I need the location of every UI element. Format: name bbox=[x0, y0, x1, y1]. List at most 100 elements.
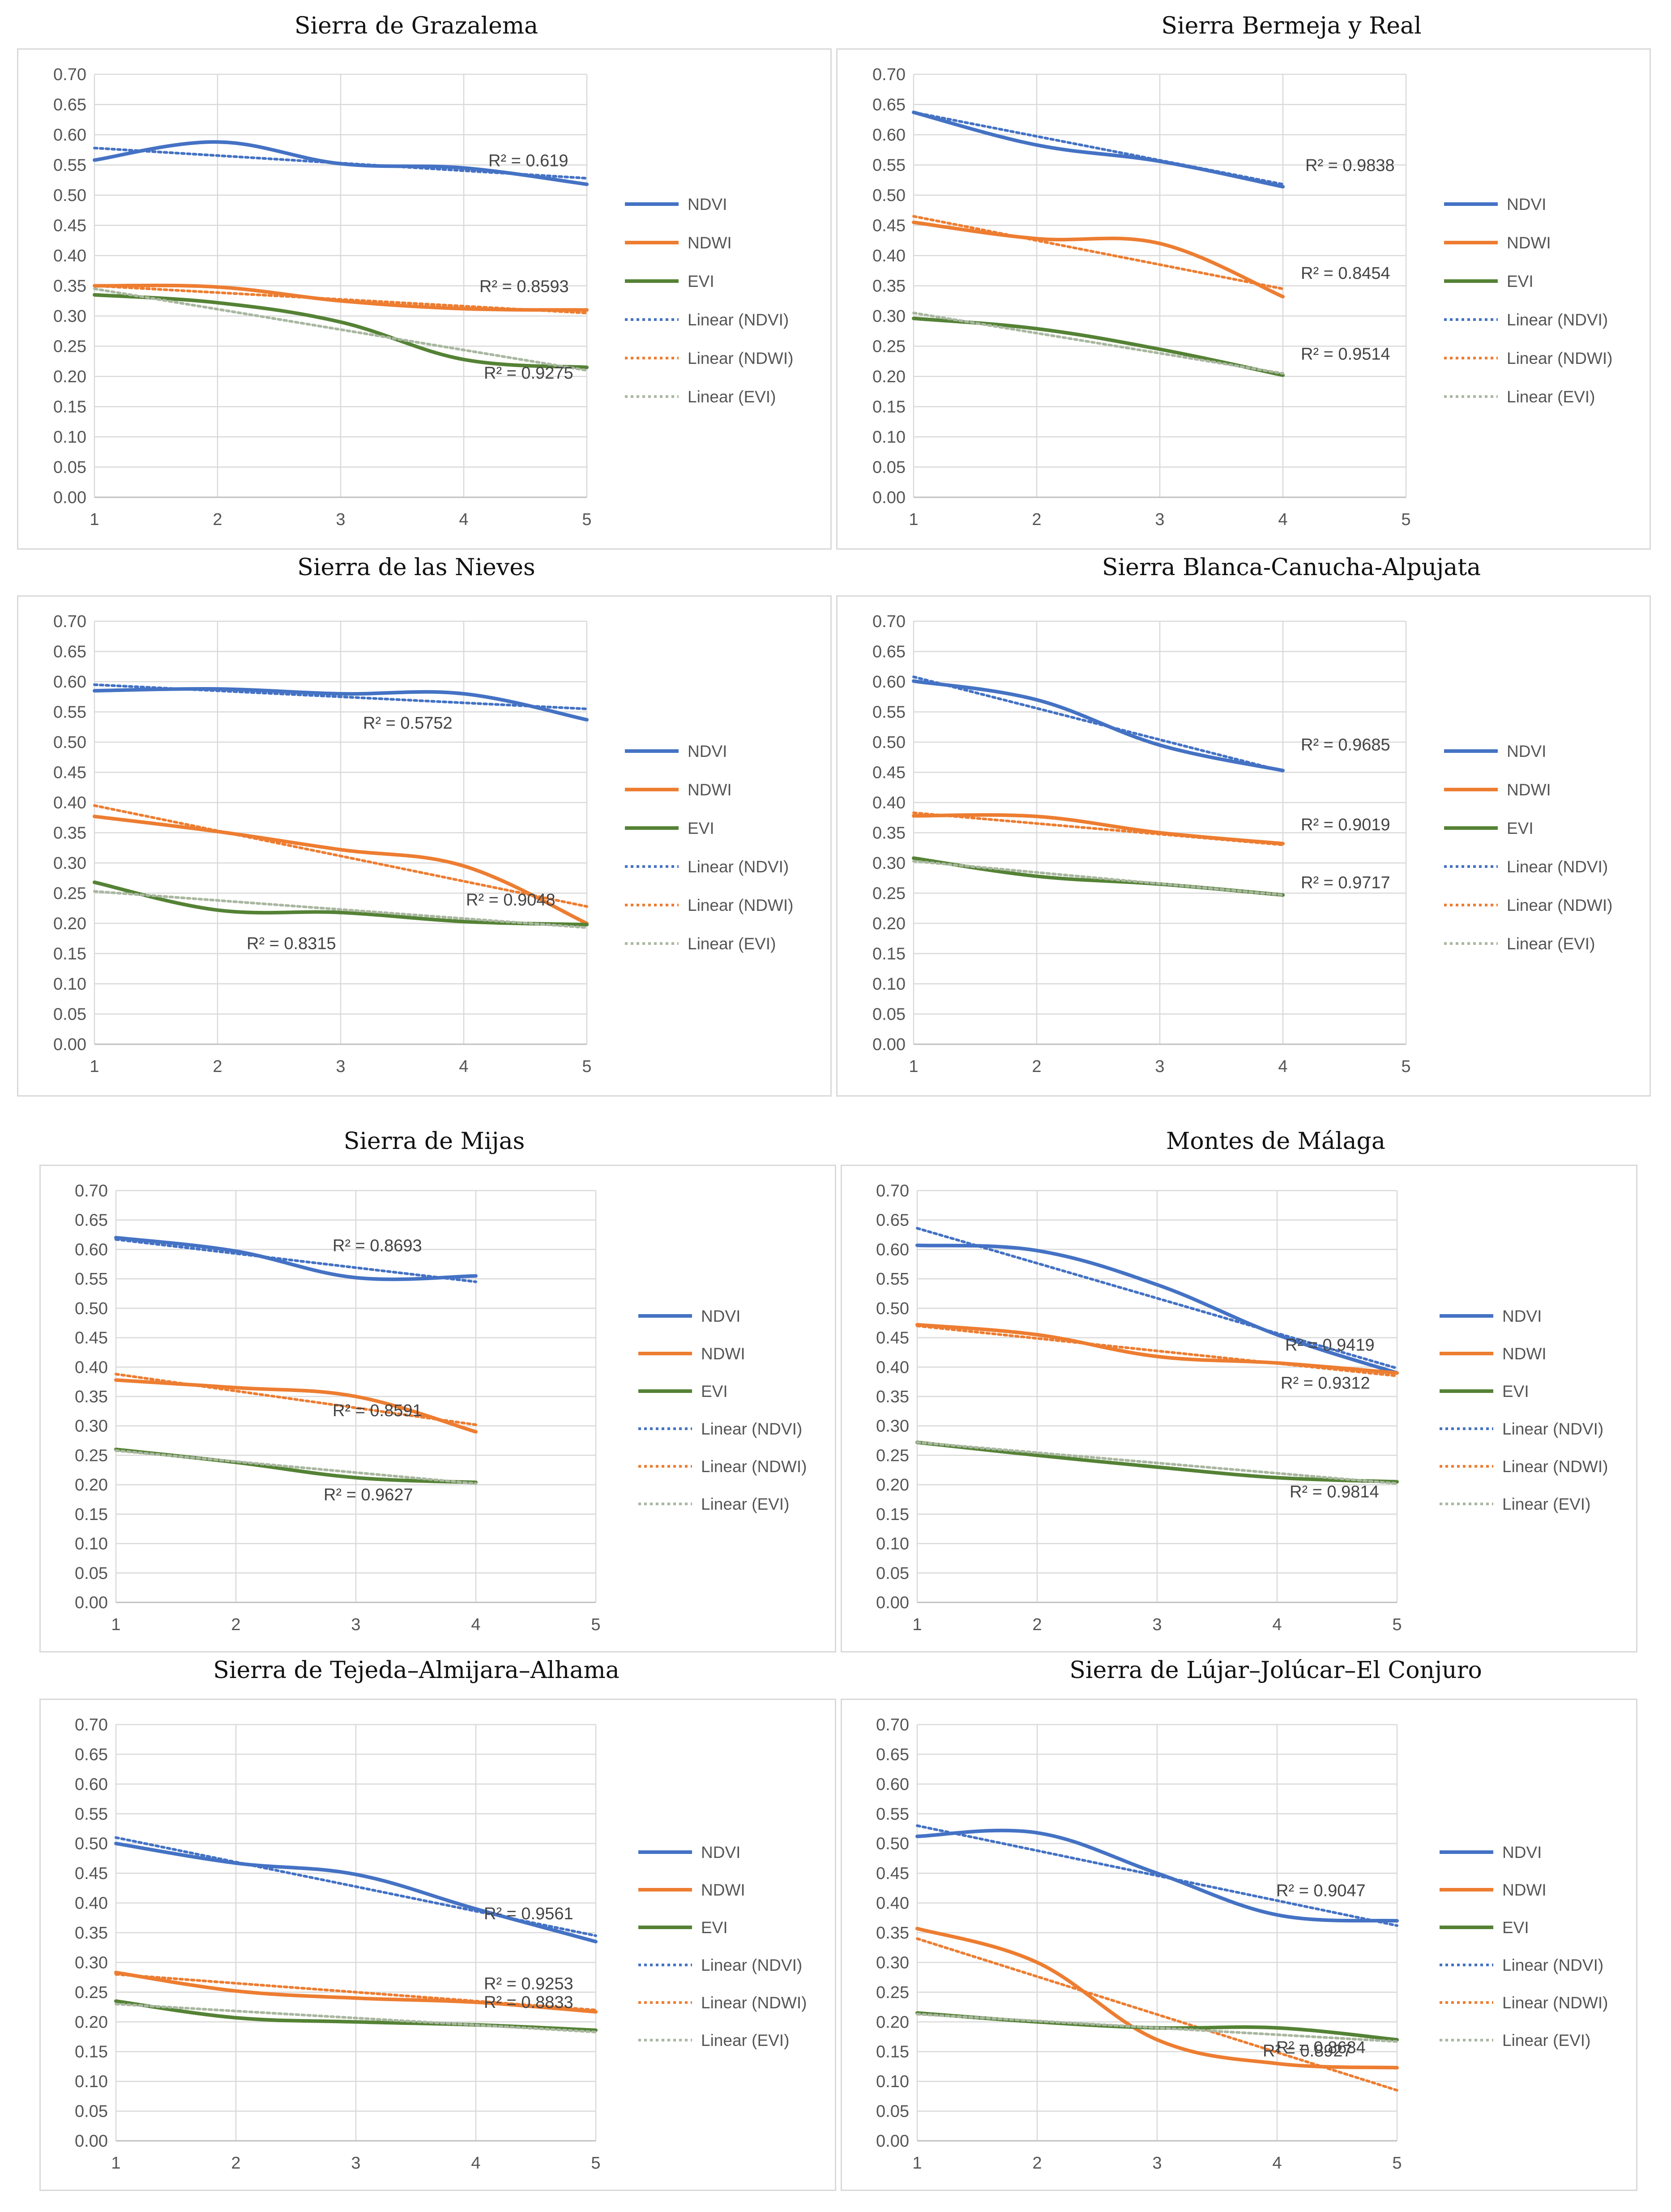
y-tick-label: 0.10 bbox=[872, 428, 906, 447]
legend-label: EVI bbox=[688, 272, 714, 290]
y-tick-label: 0.55 bbox=[75, 1270, 108, 1289]
y-tick-label: 0.05 bbox=[872, 458, 906, 477]
x-tick-label: 5 bbox=[1401, 510, 1410, 529]
trendline-ndwi bbox=[93, 284, 588, 315]
series-line-ndvi bbox=[915, 1828, 1399, 1923]
x-tick-label: 5 bbox=[1392, 1615, 1402, 1634]
y-tick-label: 0.40 bbox=[53, 247, 86, 265]
chart-svg: 0.70 0.65 0.60 0.55 0.50 0.45 0.40 0.35 0.30 0.25… bbox=[876, 1182, 1608, 1634]
y-tick-label: 0.15 bbox=[75, 2043, 108, 2062]
legend-label: Linear (NDWI) bbox=[1502, 1994, 1608, 2012]
series-line-ndwi bbox=[114, 1378, 478, 1434]
y-tick-label: 0.60 bbox=[53, 673, 86, 692]
legend-label: Linear (EVI) bbox=[1502, 1495, 1590, 1513]
y-tick-label: 0.65 bbox=[876, 1745, 909, 1764]
y-tick-label: 0.65 bbox=[75, 1745, 108, 1764]
r-squared-label-ndwi: R² = 0.8591 bbox=[333, 1401, 422, 1420]
y-tick-label: 0.40 bbox=[872, 247, 906, 265]
legend-label: Linear (NDVI) bbox=[1502, 1420, 1603, 1438]
y-tick-label: 0.45 bbox=[53, 764, 86, 782]
trendline-evi bbox=[93, 287, 588, 372]
chart-svg: 0.70 0.65 0.60 0.55 0.50 0.45 0.40 0.35 0.30 0.25… bbox=[53, 612, 793, 1076]
trendline-ndwi bbox=[93, 804, 588, 908]
legend-label: Linear (NDWI) bbox=[688, 896, 793, 914]
y-tick-label: 0.50 bbox=[876, 1299, 909, 1318]
series-line-ndwi bbox=[915, 1323, 1399, 1375]
x-tick-label: 3 bbox=[336, 1057, 345, 1076]
y-tick-label: 0.40 bbox=[876, 1358, 909, 1377]
legend-label: NDVI bbox=[688, 195, 727, 214]
r-squared-label-ndvi: R² = 0.9047 bbox=[1276, 1881, 1366, 1900]
legend-label: Linear (EVI) bbox=[1502, 2031, 1590, 2050]
x-tick-label: 1 bbox=[909, 1057, 918, 1076]
y-tick-label: 0.25 bbox=[872, 337, 906, 356]
trendline-evi bbox=[115, 2003, 597, 2033]
legend-label: NDWI bbox=[688, 234, 732, 252]
chart-title: Sierra Bermeja y Real bbox=[1161, 13, 1422, 39]
trendline-ndvi bbox=[912, 675, 1284, 773]
legend-label: NDVI bbox=[1502, 1307, 1542, 1325]
y-tick-label: 0.60 bbox=[75, 1240, 108, 1259]
y-tick-label: 0.60 bbox=[876, 1240, 909, 1259]
y-tick-label: 0.10 bbox=[75, 1535, 108, 1554]
r-squared-label-ndwi: R² = 0.9312 bbox=[1281, 1374, 1370, 1392]
series-line-ndvi bbox=[915, 1243, 1399, 1375]
r-squared-label-ndvi: R² = 0.8693 bbox=[333, 1237, 422, 1255]
legend-label: EVI bbox=[1502, 1382, 1529, 1401]
legend-label: NDWI bbox=[1507, 781, 1551, 799]
y-tick-label: 0.30 bbox=[53, 307, 86, 326]
y-tick-label: 0.55 bbox=[876, 1805, 909, 1823]
x-tick-label: 2 bbox=[213, 510, 222, 529]
x-tick-label: 4 bbox=[1272, 1615, 1282, 1634]
chart-title: Sierra Blanca-Canucha-Alpujata bbox=[1102, 554, 1481, 581]
r-squared-label-ndwi: R² = 0.9253 bbox=[484, 1975, 573, 1994]
y-tick-label: 0.35 bbox=[75, 1388, 108, 1406]
y-tick-label: 0.15 bbox=[872, 945, 906, 964]
trendline-ndvi bbox=[93, 146, 588, 180]
y-tick-label: 0.00 bbox=[53, 488, 86, 507]
chart-panel: 0.70 0.65 0.60 0.55 0.50 0.45 0.40 0.35 0.30 0.25… bbox=[836, 595, 1651, 1097]
y-tick-label: 0.65 bbox=[53, 643, 86, 662]
series-line-ndwi bbox=[915, 1926, 1399, 2070]
y-tick-label: 0.10 bbox=[53, 428, 86, 447]
x-tick-label: 3 bbox=[1155, 510, 1164, 529]
chart-svg: 0.70 0.65 0.60 0.55 0.50 0.45 0.40 0.35 0.30 0.25… bbox=[876, 1716, 1608, 2173]
chart-svg: 0.70 0.65 0.60 0.55 0.50 0.45 0.40 0.35 0.30 0.25… bbox=[53, 65, 793, 529]
legend-label: Linear (NDWI) bbox=[701, 1994, 807, 2012]
x-tick-label: 4 bbox=[1272, 2154, 1282, 2173]
x-tick-label: 2 bbox=[231, 1615, 240, 1634]
y-tick-label: 0.05 bbox=[876, 2102, 909, 2121]
y-tick-label: 0.30 bbox=[75, 1417, 108, 1436]
y-tick-label: 0.25 bbox=[876, 1446, 909, 1465]
trendline-ndvi bbox=[115, 1238, 477, 1283]
y-tick-label: 0.10 bbox=[876, 1535, 909, 1554]
y-tick-label: 0.20 bbox=[876, 1476, 909, 1495]
y-tick-label: 0.60 bbox=[872, 673, 906, 692]
y-tick-label: 0.30 bbox=[876, 1417, 909, 1436]
legend-label: Linear (NDWI) bbox=[1502, 1457, 1608, 1476]
legend-label: NDVI bbox=[701, 1843, 740, 1862]
chart-panel: 0.70 0.65 0.60 0.55 0.50 0.45 0.40 0.35 0.30 0.25… bbox=[841, 1699, 1637, 2191]
y-tick-label: 0.45 bbox=[75, 1864, 108, 1883]
legend-label: Linear (NDVI) bbox=[701, 1956, 802, 1974]
r-squared-label-ndwi: R² = 0.9048 bbox=[466, 891, 556, 910]
y-tick-label: 0.35 bbox=[53, 824, 86, 843]
legend-label: Linear (NDVI) bbox=[688, 311, 789, 329]
y-tick-label: 0.20 bbox=[75, 1476, 108, 1495]
trendline-ndvi bbox=[916, 1824, 1398, 1927]
y-tick-label: 0.10 bbox=[876, 2072, 909, 2091]
legend-label: NDVI bbox=[688, 742, 727, 760]
trendline-evi bbox=[916, 2013, 1398, 2043]
y-tick-label: 0.70 bbox=[75, 1716, 108, 1734]
y-tick-label: 0.05 bbox=[53, 458, 86, 477]
legend-label: NDVI bbox=[1502, 1843, 1542, 1862]
r-squared-label-ndvi: R² = 0.9561 bbox=[484, 1905, 573, 1923]
y-tick-label: 0.55 bbox=[872, 156, 906, 175]
series-line-ndwi bbox=[912, 220, 1285, 299]
legend-label: EVI bbox=[1502, 1918, 1529, 1937]
y-tick-label: 0.60 bbox=[872, 126, 906, 145]
y-tick-label: 0.65 bbox=[53, 96, 86, 115]
y-tick-label: 0.00 bbox=[75, 2132, 108, 2151]
y-tick-label: 0.40 bbox=[75, 1358, 108, 1377]
x-tick-label: 2 bbox=[1032, 1615, 1042, 1634]
